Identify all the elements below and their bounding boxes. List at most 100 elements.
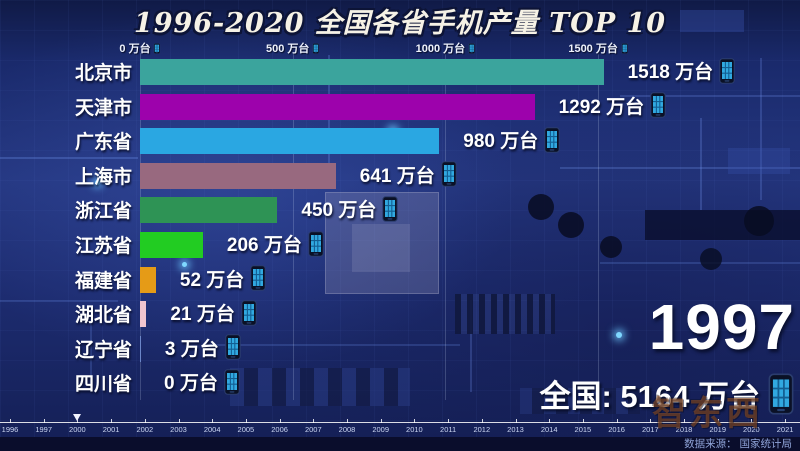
glow-dot bbox=[182, 262, 187, 267]
circuit-decoration bbox=[470, 300, 472, 392]
circuit-decoration bbox=[600, 236, 622, 258]
bar-row: 四川省 0 万台 bbox=[0, 366, 800, 401]
circuit-decoration bbox=[558, 212, 584, 238]
circuit-decoration bbox=[760, 58, 762, 200]
province-label: 福建省 bbox=[74, 270, 132, 292]
bar-value: 450 万台 bbox=[301, 195, 399, 222]
timeline-tick bbox=[414, 419, 416, 423]
bar-value: 21 万台 bbox=[170, 299, 257, 326]
phone-icon bbox=[225, 334, 241, 360]
timeline-year-label: 2002 bbox=[136, 425, 154, 434]
timeline-tick bbox=[144, 419, 146, 423]
timeline-tick bbox=[111, 419, 113, 423]
circuit-decoration bbox=[680, 10, 744, 32]
timeline-tick bbox=[347, 419, 348, 423]
gridline bbox=[598, 53, 600, 400]
circuit-decoration bbox=[620, 95, 800, 97]
province-label: 辽宁省 bbox=[74, 339, 132, 361]
circuit-decoration bbox=[728, 148, 790, 174]
timeline-year-label: 2013 bbox=[507, 425, 524, 434]
bar bbox=[140, 128, 440, 155]
bar-row: 辽宁省 3 万台 bbox=[0, 332, 800, 367]
bar-value: 52 万台 bbox=[180, 265, 266, 292]
province-label: 浙江省 bbox=[74, 201, 132, 223]
bar bbox=[140, 59, 604, 85]
bar bbox=[140, 266, 156, 293]
timeline-year-label: 2015 bbox=[574, 425, 592, 434]
axis-tick-label: 1000 万台 bbox=[416, 40, 476, 56]
circuit-decoration bbox=[455, 294, 555, 334]
timeline-year-label: 1997 bbox=[35, 425, 53, 434]
circuit-decoration bbox=[700, 248, 722, 270]
timeline-tick bbox=[212, 419, 214, 423]
timeline-year-label: 2010 bbox=[406, 425, 423, 434]
phone-icon bbox=[153, 42, 161, 54]
timeline-playhead[interactable] bbox=[73, 414, 82, 421]
bar bbox=[140, 162, 336, 189]
bar-row: 天津市 1292 万台 bbox=[0, 90, 800, 125]
axis-tick-label: 500 万台 bbox=[266, 40, 320, 56]
bar-row: 北京市 1518 万台 bbox=[0, 55, 800, 90]
bar bbox=[140, 232, 203, 258]
province-label: 江苏省 bbox=[74, 236, 132, 257]
bar-row: 福建省 52 万台 bbox=[0, 263, 800, 298]
timeline-tick bbox=[616, 419, 618, 423]
data-source: 数据来源： 国家统计局 bbox=[684, 438, 792, 450]
timeline-year-label: 2018 bbox=[675, 425, 693, 434]
province-label: 天津市 bbox=[74, 97, 132, 119]
timeline-tick bbox=[684, 419, 685, 423]
timeline-tick bbox=[481, 419, 483, 423]
timeline-tick bbox=[751, 419, 753, 423]
timeline-year-label: 2021 bbox=[776, 425, 794, 434]
watermark: 智东西 bbox=[652, 395, 763, 433]
circuit-decoration bbox=[645, 210, 800, 240]
timeline-year-label: 2004 bbox=[203, 425, 221, 434]
bar-value: 1518 万台 bbox=[628, 57, 736, 84]
timeline-year-label: 2016 bbox=[608, 425, 625, 434]
timeline-year-label: 2011 bbox=[440, 425, 457, 434]
circuit-decoration bbox=[744, 206, 774, 236]
timeline-scrubber[interactable]: 1996 1997 2000 2001 2002 2003 2004 2005 2006 2007… bbox=[0, 414, 800, 437]
timeline-tick bbox=[582, 419, 584, 423]
province-label: 北京市 bbox=[74, 63, 132, 84]
year-display: 1997 bbox=[648, 291, 795, 363]
province-label: 四川省 bbox=[74, 374, 132, 396]
bar-row: 广东省 980 万台 bbox=[0, 124, 800, 159]
gridline bbox=[140, 53, 141, 400]
page-title: 1996-2020 全国各省手机产量 TOP 10 bbox=[133, 8, 667, 39]
timeline-year-label: 2000 bbox=[69, 425, 86, 434]
timeline-track[interactable] bbox=[0, 422, 800, 423]
bar-value: 641 万台 bbox=[360, 161, 457, 188]
timeline-year-label: 2020 bbox=[743, 425, 760, 434]
bar-row: 上海市 641 万台 bbox=[0, 159, 800, 194]
phone-icon bbox=[544, 126, 560, 153]
timeline-year-label: 2017 bbox=[641, 425, 659, 434]
timeline-year-label: 2019 bbox=[709, 425, 727, 434]
timeline-tick bbox=[380, 419, 382, 423]
phone-icon bbox=[308, 230, 324, 257]
bar bbox=[140, 335, 141, 362]
bar-value: 3 万台 bbox=[165, 334, 241, 361]
timeline-year-label: 2005 bbox=[237, 425, 255, 434]
circuit-decoration bbox=[205, 344, 460, 346]
timeline-year-label: 2008 bbox=[338, 425, 356, 434]
circuit-decoration bbox=[0, 300, 118, 302]
timeline-tick bbox=[549, 419, 551, 423]
timeline-year-label: 2007 bbox=[304, 425, 322, 434]
phone-icon bbox=[650, 92, 666, 118]
province-label: 上海市 bbox=[74, 166, 132, 188]
timeline-year-label: 2006 bbox=[271, 425, 288, 434]
phone-icon bbox=[382, 196, 399, 222]
province-label: 湖北省 bbox=[74, 305, 132, 327]
phone-icon bbox=[224, 369, 240, 395]
timeline-tick bbox=[650, 419, 652, 423]
timeline-year-label: 2014 bbox=[540, 425, 558, 434]
timeline-year-label: 2001 bbox=[102, 425, 120, 434]
bar-row: 浙江省 450 万台 bbox=[0, 193, 800, 228]
circuit-decoration bbox=[325, 192, 439, 294]
timeline-tick bbox=[245, 419, 247, 423]
bar bbox=[140, 93, 535, 120]
circuit-decoration bbox=[0, 157, 138, 159]
timeline-year-label: 1996 bbox=[1, 425, 19, 434]
timeline-tick bbox=[717, 419, 719, 423]
